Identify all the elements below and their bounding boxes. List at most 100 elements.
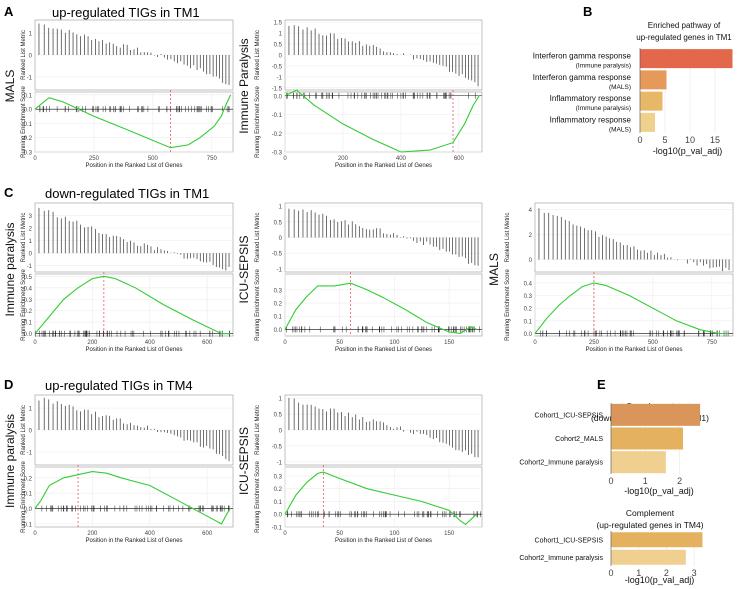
- x-tick-label: 150: [444, 531, 455, 537]
- bar-category-sublabel: (MALS): [609, 84, 631, 91]
- es-tick-label: -0.1: [22, 522, 33, 528]
- bar-x-tick-label: 2: [664, 568, 669, 578]
- section-title-a: up-regulated TIGs in TM1: [52, 5, 200, 20]
- metric-tick-label: 1.5: [274, 21, 283, 27]
- x-tick-label: 400: [145, 531, 156, 537]
- metric-tick-label: 0: [29, 252, 33, 258]
- cohort-label: Immune Paralysis: [237, 38, 251, 133]
- x-tick-label: 150: [444, 340, 455, 346]
- metric-axis-label: Ranked List Metric: [21, 213, 27, 263]
- es-tick-label: -0.1: [22, 122, 33, 128]
- x-axis-label: Position in the Ranked List of Genes: [85, 538, 182, 544]
- metric-tick-label: 0: [279, 429, 283, 435]
- gsea-plot-a2: 1.5 1 0.5 0 -0.5 -1 -1.5 Ranked List Metric 0.0 -…: [237, 19, 483, 169]
- panel-letter-c: C: [4, 185, 14, 200]
- es-tick-label: 0.1: [524, 319, 533, 325]
- gsea-plot-c3: 4 2 0 Ranked List Metric 0.0 0.1 0.2 0.3 0.4 0 250…: [487, 202, 734, 353]
- x-tick-label: 0: [283, 531, 287, 537]
- enrichment-score-line: [534, 282, 729, 335]
- section-title-d: up-regulated TIGs in TM4: [45, 378, 193, 393]
- es-tick-label: 0.2: [24, 309, 33, 315]
- metric-tick-label: 0: [529, 258, 533, 264]
- bar-x-tick-label: 3: [692, 568, 697, 578]
- section-title-c: down-regulated TIGs in TM1: [45, 186, 209, 201]
- gsea-plot-c2: 1 0.5 0 -0.5 -1 Ranked List Metric 0.3 0.2 0.1 0.…: [237, 202, 483, 353]
- bar-category-label: Inflammatory response: [550, 94, 632, 103]
- enrichment-score-line: [34, 275, 231, 335]
- x-tick-label: 600: [202, 531, 213, 537]
- bar-category-sublabel: (Immune paralysis): [576, 105, 631, 112]
- es-tick-label: 0.2: [24, 476, 33, 482]
- metric-axis-label: Ranked List Metric: [21, 30, 27, 80]
- x-axis-label: Position in the Ranked List of Genes: [585, 347, 682, 353]
- es-tick-label: 0.5: [24, 275, 33, 281]
- es-tick-label: 0.1: [24, 321, 33, 327]
- bar-category-label: Cohort2_Immune paralysis: [519, 460, 603, 467]
- es-panel-frame: [284, 273, 483, 337]
- bar-x-tick-label: 1: [636, 568, 641, 578]
- panel-letter-d: D: [4, 377, 13, 392]
- metric-axis-label: Ranked List Metric: [505, 213, 511, 263]
- es-tick-label: -0.3: [22, 151, 33, 157]
- metric-axis-label: Ranked List Metric: [255, 405, 261, 455]
- x-tick-label: 250: [89, 156, 100, 162]
- es-tick-label: 0.1: [24, 93, 33, 99]
- bar-x-axis-label: -log10(p_val_adj): [624, 486, 694, 496]
- x-tick-label: 250: [589, 340, 600, 346]
- bar-category-label: Cohort2_MALS: [555, 436, 603, 443]
- metric-tick-label: -0.5: [272, 64, 283, 70]
- es-panel-frame: [34, 91, 234, 153]
- metric-tick-label: -1: [27, 264, 33, 270]
- x-tick-label: 600: [202, 340, 213, 346]
- bar-chart-e2: 0 1 2 3 Complement (up-regulated genes in TM4…: [519, 508, 708, 585]
- es-panel-frame: [34, 273, 234, 337]
- x-tick-label: 750: [207, 156, 218, 162]
- x-tick-label: 50: [336, 531, 343, 537]
- metric-tick-label: -0.5: [272, 252, 283, 258]
- metric-tick-label: 1: [29, 407, 33, 413]
- x-tick-label: 0: [33, 156, 37, 162]
- gsea-plot-d2: 1 0.5 0 -0.5 -1 Ranked List Metric 0.3 0.2 0.1 0.…: [237, 394, 483, 544]
- es-tick-label: 0.2: [274, 487, 283, 493]
- es-tick-label: -0.1: [272, 526, 283, 532]
- metric-axis-label: Ranked List Metric: [255, 213, 261, 263]
- metric-tick-label: 1: [29, 239, 33, 245]
- es-tick-label: 0.2: [524, 307, 533, 313]
- x-tick-label: 0: [283, 340, 287, 346]
- metric-tick-label: 0.5: [274, 220, 283, 226]
- es-tick-label: 0.2: [274, 302, 283, 308]
- bar-category-sublabel: (Immune paralysis): [576, 63, 631, 70]
- metric-tick-label: 1: [279, 397, 283, 403]
- es-tick-label: -0.2: [22, 136, 33, 142]
- es-axis-label: Running Enrichment Score: [255, 268, 261, 340]
- metric-tick-label: 0.5: [274, 413, 283, 419]
- cohort-label: Immune paralysis: [3, 414, 17, 508]
- metric-tick-label: -1: [27, 450, 33, 456]
- metric-tick-label: 2: [529, 233, 533, 239]
- bar-category-label: Interferon gamma response: [533, 52, 632, 61]
- bar-category-sublabel: (MALS): [609, 126, 631, 133]
- bar-chart-title: up-regulated genes in TM1: [636, 33, 732, 42]
- cohort-label: MALS: [3, 70, 17, 103]
- bar: [611, 403, 701, 426]
- cohort-label: ICU-SEPSIS: [237, 235, 251, 303]
- metric-tick-label: 0: [279, 54, 283, 60]
- x-tick-label: 100: [389, 531, 400, 537]
- metric-tick-label: 0: [29, 54, 33, 60]
- x-axis-label: Position in the Ranked List of Genes: [335, 347, 432, 353]
- x-tick-label: 500: [648, 340, 659, 346]
- x-tick-label: 500: [148, 156, 159, 162]
- es-tick-label: 0.1: [24, 492, 33, 498]
- es-tick-label: 0.0: [274, 513, 283, 519]
- es-tick-label: 0.0: [24, 332, 33, 338]
- enrichment-score-line: [284, 471, 477, 526]
- bar-chart-e1: 012Complement(down-regulated genes in TM…: [519, 401, 709, 496]
- bar-category-label: Interferon gamma response: [533, 73, 632, 82]
- bar-x-tick-label: 10: [685, 135, 695, 145]
- es-axis-label: Running Enrichment Score: [505, 268, 511, 340]
- x-tick-label: 0: [283, 156, 287, 162]
